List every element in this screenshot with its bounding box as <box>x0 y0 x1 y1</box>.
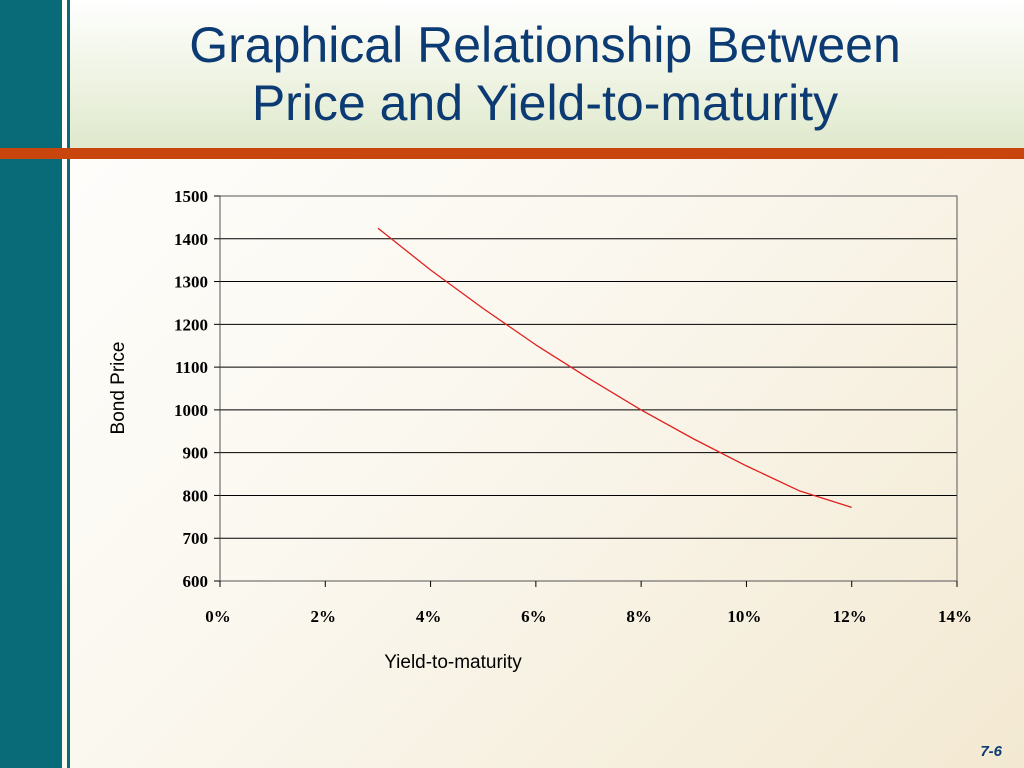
slide-title: Graphical Relationship Between Price and… <box>80 16 1010 132</box>
x-tick-label: 4% <box>416 607 442 626</box>
x-tick-label: 14% <box>938 607 972 626</box>
y-tick-label: 600 <box>183 572 209 591</box>
x-tick-label: 6% <box>521 607 547 626</box>
page-number: 7-6 <box>980 743 1002 760</box>
title-rule <box>0 148 1024 159</box>
x-tick-label: 10% <box>727 607 761 626</box>
chart-series <box>377 227 852 509</box>
y-tick-label: 700 <box>183 529 209 548</box>
plot-area <box>219 195 958 582</box>
x-tick-label: 2% <box>311 607 337 626</box>
chart-ticks: 600 700 800 900 1000 1100 1200 1300 1400 1500 0% 2%… <box>174 187 972 626</box>
y-tick-label: 1500 <box>174 187 208 206</box>
x-tick-label: 12% <box>833 607 867 626</box>
side-line <box>67 0 70 768</box>
x-tick-label: 8% <box>626 607 652 626</box>
y-tick-label: 800 <box>183 486 209 505</box>
series-line <box>377 227 852 509</box>
side-bar <box>0 0 62 768</box>
y-tick-label: 1400 <box>174 230 208 249</box>
chart-gridlines <box>220 195 957 582</box>
slide-title-line-2: Price and Yield-to-maturity <box>251 75 839 131</box>
x-tick-label: 0% <box>205 607 231 626</box>
y-tick-label: 900 <box>183 444 209 463</box>
y-tick-label: 1100 <box>175 358 208 377</box>
y-tick-label: 1300 <box>174 273 208 292</box>
slide-title-line-1: Graphical Relationship Between <box>189 17 901 73</box>
y-tick-label: 1000 <box>174 401 208 420</box>
x-axis-label: Yield-to-maturity <box>384 652 522 673</box>
y-axis-label: Bond Price <box>108 342 129 435</box>
y-tick-label: 1200 <box>174 315 208 334</box>
title-band <box>70 0 1024 148</box>
